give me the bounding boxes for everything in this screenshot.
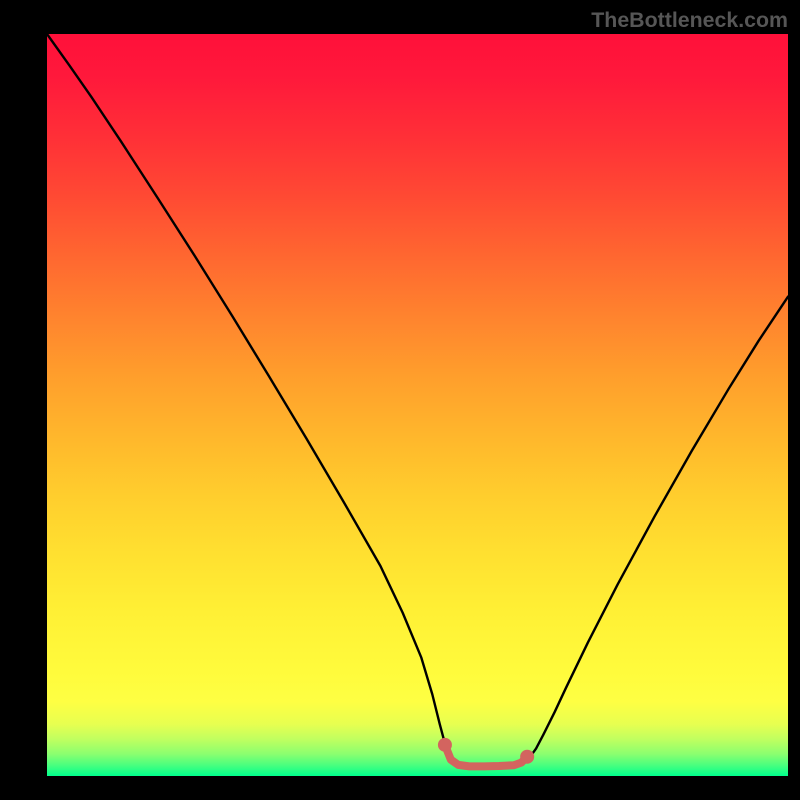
chart-frame: TheBottleneck.com (0, 0, 800, 800)
plot-area (47, 34, 788, 776)
background-gradient (47, 34, 788, 776)
watermark-text: TheBottleneck.com (591, 8, 788, 33)
